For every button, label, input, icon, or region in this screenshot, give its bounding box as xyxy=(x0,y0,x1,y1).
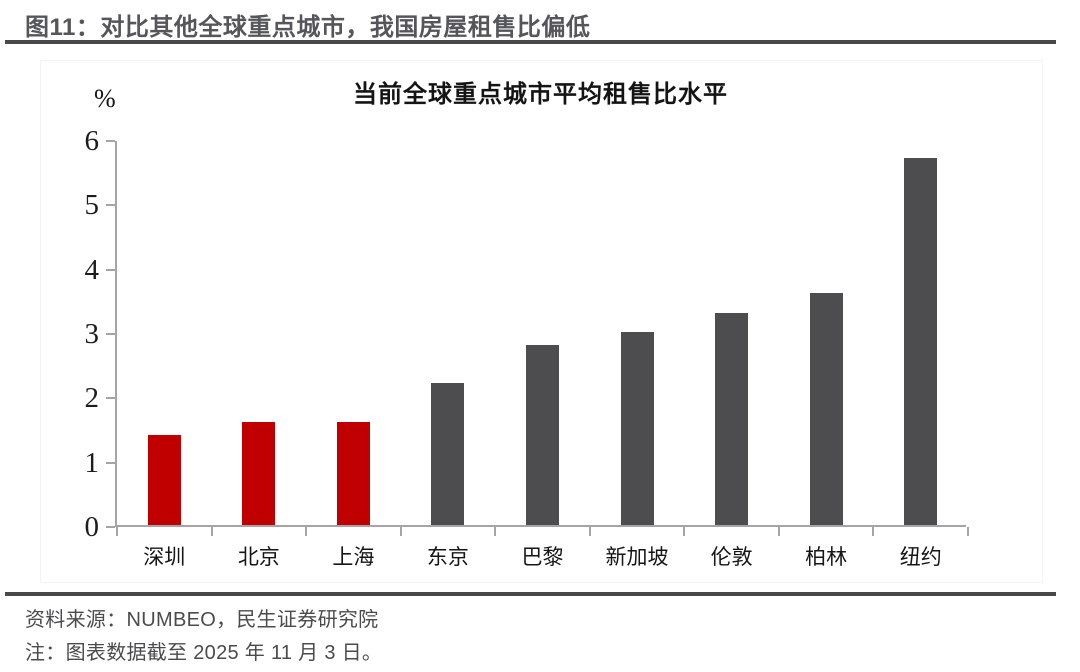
x-axis-tick xyxy=(683,527,686,536)
x-axis-category-label: 东京 xyxy=(426,545,469,569)
bar-东京 xyxy=(431,383,465,525)
bar-巴黎 xyxy=(526,344,559,525)
bar-上海 xyxy=(336,422,370,525)
data-source-text: 资料来源：NUMBEO，民生证券研究院 xyxy=(25,609,379,631)
x-axis-category-label: 新加坡 xyxy=(605,545,669,569)
y-axis-tick-label: 1 xyxy=(84,446,100,479)
bar-伦敦 xyxy=(715,312,749,525)
x-axis-tick xyxy=(116,527,118,536)
x-axis-tick xyxy=(210,527,213,536)
bar-北京 xyxy=(242,422,276,525)
bar-纽约 xyxy=(904,158,938,525)
bar-深圳 xyxy=(147,434,181,525)
data-note-text: 注：图表数据截至 2025 年 11 月 3 日。 xyxy=(25,642,383,664)
title-underline-rule xyxy=(5,40,1056,44)
figure-title: 图11：对比其他全球重点城市，我国房屋租售比偏低 xyxy=(25,14,591,41)
x-axis-tick xyxy=(588,527,591,536)
y-axis-tick xyxy=(106,140,115,142)
chart-frame xyxy=(40,60,1043,583)
x-axis-category-label: 上海 xyxy=(332,545,375,569)
y-axis-tick-label: 4 xyxy=(84,253,100,286)
footer-separator-rule xyxy=(5,592,1056,596)
x-axis-tick xyxy=(399,527,402,536)
y-axis-tick xyxy=(106,397,115,400)
bar-新加坡 xyxy=(620,332,654,525)
x-axis-category-label: 北京 xyxy=(237,545,280,569)
x-axis-category-label: 纽约 xyxy=(899,545,942,569)
x-axis-tick xyxy=(305,527,308,536)
y-axis-tick xyxy=(106,461,115,464)
y-axis-tick-label: 0 xyxy=(84,511,100,543)
x-axis-tick xyxy=(967,527,969,536)
y-axis-tick-label: 6 xyxy=(84,125,100,157)
x-axis-tick xyxy=(494,527,497,536)
x-axis-tick xyxy=(777,527,780,536)
x-axis-category-label: 柏林 xyxy=(805,545,848,569)
x-axis-category-label: 伦敦 xyxy=(710,545,753,569)
y-axis-tick-label: 2 xyxy=(84,382,100,415)
y-axis-tick xyxy=(106,268,115,271)
y-axis-unit-label: % xyxy=(94,84,116,113)
y-axis-tick xyxy=(106,526,115,528)
y-axis-tick xyxy=(106,333,115,335)
y-axis-tick-label: 5 xyxy=(84,189,100,222)
y-axis-tick-label: 3 xyxy=(84,318,100,350)
chart-title: 当前全球重点城市平均租售比水平 xyxy=(353,82,728,108)
x-axis-tick xyxy=(872,527,875,536)
bar-chart-plot-area: 0 1 2 3 4 5 6 深圳 北京 上海 东京 巴黎 新加坡 伦敦 柏林 纽约 xyxy=(85,125,969,569)
y-axis-tick xyxy=(106,204,115,207)
bar-柏林 xyxy=(809,293,843,525)
x-axis-category-label: 深圳 xyxy=(143,545,186,569)
x-axis-category-label: 巴黎 xyxy=(521,545,564,569)
